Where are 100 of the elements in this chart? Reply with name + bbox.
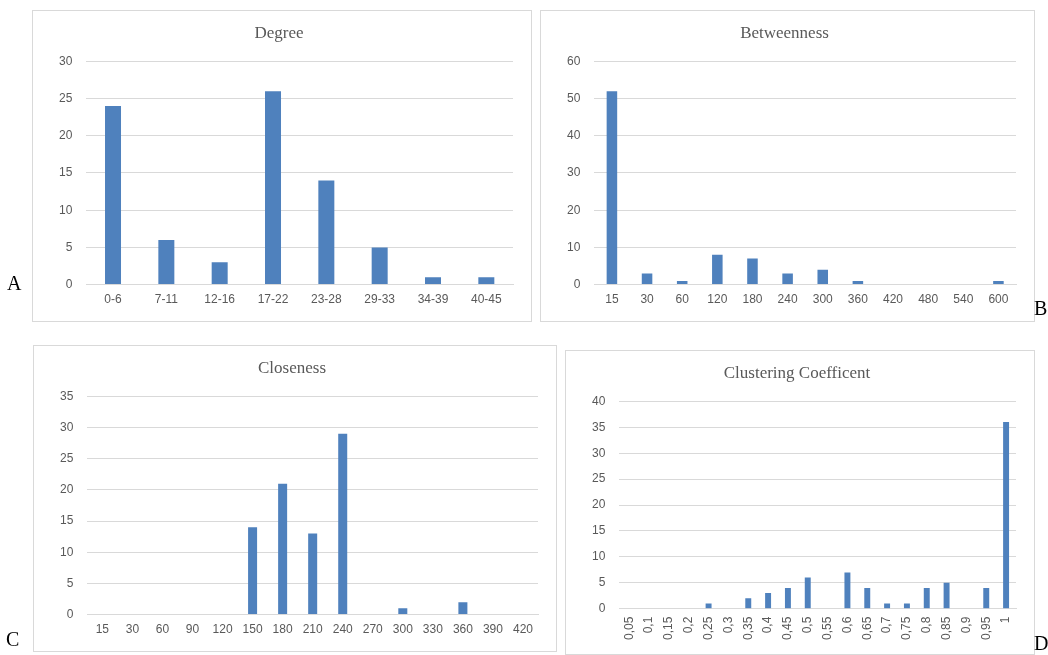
- bar: [943, 582, 950, 609]
- y-tick-label: 0: [66, 606, 74, 621]
- y-tick-label: 0: [65, 276, 73, 291]
- bar: [278, 483, 288, 615]
- x-tick-label: 0,7: [879, 616, 894, 634]
- x-tick-label: 15: [95, 622, 110, 637]
- x-tick-label: 29-33: [364, 292, 396, 307]
- x-tick-label: 540: [953, 292, 974, 307]
- bar: [318, 180, 335, 285]
- bar: [903, 603, 910, 609]
- y-tick-label: 10: [591, 549, 606, 564]
- bar: [705, 603, 712, 609]
- x-tick-label: 0,05: [621, 616, 636, 640]
- x-tick-label: 60: [155, 622, 170, 637]
- x-tick-label: 23-28: [310, 292, 343, 307]
- bar: [248, 527, 258, 615]
- x-tick-label: 0,15: [661, 616, 676, 640]
- x-tick-label: 600: [988, 292, 1009, 307]
- y-tick-label: 0: [598, 600, 606, 615]
- y-tick-label: 60: [566, 53, 581, 68]
- x-tick-label: 0,5: [800, 616, 815, 634]
- bar: [211, 262, 228, 285]
- y-tick-label: 10: [566, 239, 581, 254]
- x-tick-label: 300: [812, 292, 834, 307]
- bar: [747, 258, 758, 285]
- x-tick-label: 300: [392, 622, 414, 637]
- bar: [782, 273, 793, 285]
- y-tick-label: 20: [59, 482, 74, 497]
- y-tick-label: 30: [59, 419, 74, 434]
- bar: [884, 603, 891, 609]
- x-tick-label: 330: [422, 622, 444, 637]
- bar: [158, 239, 175, 285]
- chart-title: Closeness: [258, 357, 326, 377]
- x-tick-label: 360: [452, 622, 474, 637]
- x-tick-label: 30: [640, 292, 655, 307]
- y-tick-label: 5: [65, 239, 73, 254]
- x-tick-label: 0,35: [740, 616, 755, 640]
- y-tick-label: 40: [566, 128, 581, 143]
- text: C: [6, 628, 20, 650]
- x-tick-label: 7-11: [154, 292, 179, 307]
- bar: [983, 587, 990, 609]
- bar: [105, 106, 122, 285]
- chart-title: Betweenness: [740, 22, 829, 42]
- x-tick-label: 240: [332, 622, 354, 637]
- y-tick-label: 5: [66, 575, 74, 590]
- x-tick-label: 0,1: [641, 616, 656, 634]
- y-tick-label: 30: [591, 445, 606, 460]
- y-tick-label: 30: [58, 53, 73, 68]
- bar: [804, 577, 811, 609]
- x-tick-label: 0,95: [978, 616, 993, 640]
- bar: [745, 598, 752, 609]
- bar: [817, 269, 829, 285]
- x-tick-label: 30: [125, 622, 140, 637]
- bar: [398, 608, 408, 615]
- x-tick-label: 0,3: [720, 616, 735, 634]
- text: D: [1034, 632, 1048, 654]
- x-tick-label: 0,2: [681, 616, 696, 634]
- bar: [844, 572, 851, 609]
- x-tick-label: 0-6: [104, 292, 123, 307]
- y-tick-label: 25: [59, 451, 74, 466]
- x-tick-label: 360: [847, 292, 869, 307]
- x-tick-label: 150: [242, 622, 263, 637]
- x-tick-label: 0,8: [919, 616, 934, 634]
- bar: [308, 533, 318, 615]
- y-tick-label: 50: [566, 90, 581, 105]
- x-tick-label: 180: [742, 292, 763, 307]
- x-tick-label: 120: [212, 622, 233, 637]
- bar: [765, 593, 772, 609]
- bar: [864, 587, 871, 609]
- bar: [1003, 422, 1010, 609]
- chart-title: Clustering Coefficent: [723, 362, 871, 382]
- x-tick-label: 0,45: [780, 616, 795, 640]
- x-tick-label: 270: [362, 622, 384, 637]
- x-tick-label: 1: [998, 616, 1013, 624]
- bar: [478, 277, 495, 285]
- x-tick-label: 0,85: [938, 616, 953, 640]
- y-tick-label: 25: [591, 471, 606, 486]
- y-tick-label: 0: [573, 276, 581, 291]
- x-tick-label: 0,55: [819, 616, 834, 640]
- y-tick-label: 15: [58, 165, 73, 180]
- y-tick-label: 20: [58, 128, 73, 143]
- y-tick-label: 15: [591, 523, 606, 538]
- bar: [425, 277, 441, 285]
- x-tick-label: 34-39: [417, 292, 449, 307]
- x-tick-label: 60: [675, 292, 690, 307]
- y-tick-label: 25: [58, 90, 73, 105]
- text: B: [1034, 297, 1048, 319]
- x-tick-label: 390: [482, 622, 504, 637]
- x-tick-label: 0,4: [760, 616, 775, 634]
- bar: [265, 91, 282, 285]
- x-tick-label: 0,25: [700, 616, 715, 640]
- x-tick-label: 420: [883, 292, 904, 307]
- y-tick-label: 20: [591, 497, 606, 512]
- y-tick-label: 5: [598, 575, 606, 590]
- x-tick-label: 120: [707, 292, 728, 307]
- y-tick-label: 40: [591, 393, 606, 408]
- x-tick-label: 0,65: [859, 616, 874, 640]
- bar: [784, 587, 791, 609]
- y-tick-label: 20: [566, 202, 581, 217]
- bar: [993, 280, 1004, 285]
